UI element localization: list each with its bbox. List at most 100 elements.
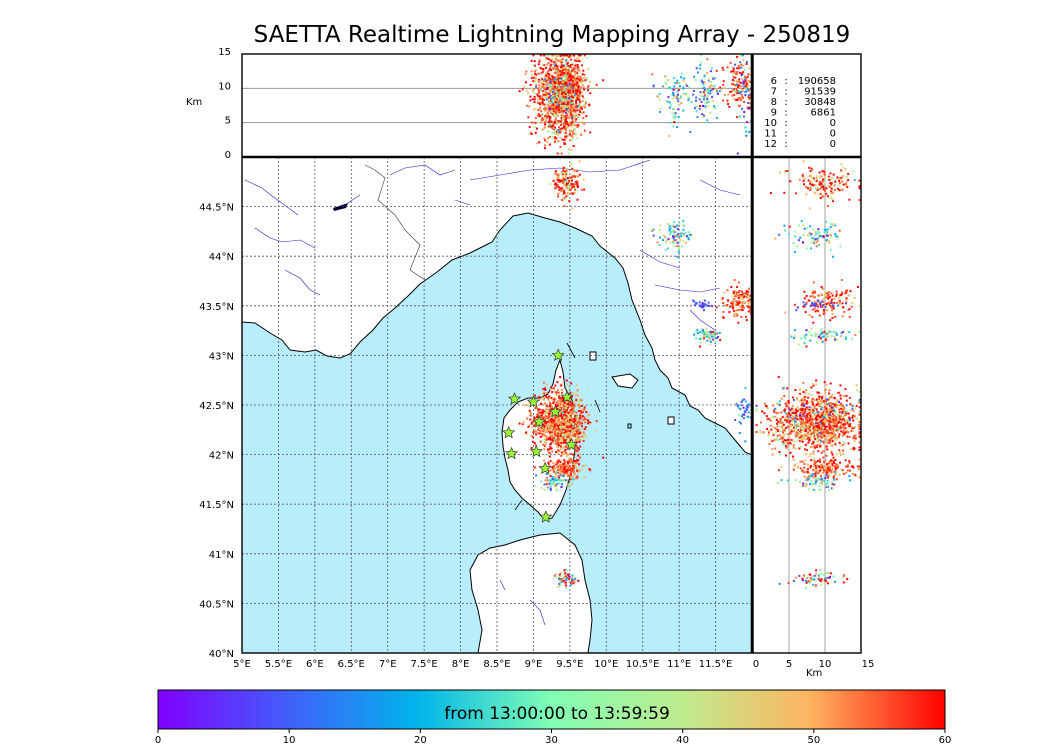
- lightning-source-map: [571, 576, 574, 579]
- lightning-source-alt-lat: [797, 418, 800, 421]
- lightning-source-map: [546, 421, 549, 424]
- lightning-source-map: [659, 224, 662, 227]
- lightning-source-map: [560, 431, 563, 434]
- lightning-source-alt-lon: [560, 101, 563, 104]
- lightning-source-map: [563, 426, 566, 429]
- lightning-source-map: [569, 582, 572, 585]
- rivers: [244, 159, 741, 626]
- lightning-source-alt-lon: [711, 96, 714, 99]
- lightning-source-map: [567, 483, 570, 486]
- lightning-source-alt-lon: [706, 99, 709, 102]
- lightning-source-alt-lon: [541, 117, 544, 120]
- lightning-source-map: [557, 417, 560, 420]
- lightning-source-alt-lon: [535, 85, 538, 88]
- lightning-source-map: [566, 411, 569, 414]
- lightning-source-alt-lon: [742, 96, 745, 99]
- lightning-source-map: [542, 410, 545, 413]
- lightning-source-alt-lon: [562, 98, 565, 101]
- lightning-source-map: [553, 390, 556, 393]
- lightning-source-alt-lat: [800, 406, 803, 409]
- lightning-source-map: [735, 402, 738, 405]
- lightning-source-alt-lat: [794, 433, 797, 436]
- lightning-source-map: [578, 469, 581, 472]
- lightning-source-alt-lat: [822, 427, 825, 430]
- lightning-source-alt-lat: [824, 406, 827, 409]
- lightning-source-alt-lon: [551, 58, 554, 61]
- lightning-source-alt-lon: [719, 86, 722, 89]
- lightning-source-alt-lon: [668, 86, 671, 89]
- lightning-source-alt-lat: [826, 439, 829, 442]
- lightning-source-alt-lat: [777, 430, 780, 433]
- lightning-source-map: [736, 300, 739, 303]
- lightning-source-alt-lon: [573, 103, 576, 106]
- lightning-source-map: [576, 432, 579, 435]
- lightning-source-map: [565, 445, 568, 448]
- lightning-source-alt-lon: [553, 96, 556, 99]
- lightning-source-map: [583, 435, 586, 438]
- lightning-source-map: [573, 392, 576, 395]
- lightning-source-alt-lon: [561, 54, 564, 57]
- lightning-source-alt-lat: [784, 408, 787, 411]
- lightning-source-alt-lon: [540, 82, 543, 85]
- lightning-source-alt-lon: [567, 73, 570, 76]
- lightning-source-alt-lon: [723, 87, 726, 90]
- lightning-source-map: [589, 421, 592, 424]
- lightning-source-map: [740, 293, 743, 296]
- lightning-source-alt-lat: [830, 444, 833, 447]
- lightning-source-map: [548, 395, 551, 398]
- lightning-source-alt-lat: [824, 425, 827, 428]
- lightning-source-alt-lon: [533, 98, 536, 101]
- lightning-source-alt-lon: [538, 58, 541, 61]
- lightning-source-alt-lat: [796, 410, 799, 413]
- lightning-source-map: [701, 302, 704, 305]
- lightning-source-map: [568, 575, 571, 578]
- lightning-source-alt-lon: [687, 86, 690, 89]
- lightning-source-map: [550, 425, 553, 428]
- lightning-source-map: [546, 430, 549, 433]
- lightning-source-map: [548, 415, 551, 418]
- lightning-source-map: [569, 177, 572, 180]
- lightning-source-map: [563, 401, 566, 404]
- lightning-source-alt-lon: [659, 107, 662, 110]
- lightning-source-map: [576, 425, 579, 428]
- lightning-source-alt-lat: [843, 418, 846, 421]
- lightning-source-alt-lon: [545, 117, 548, 120]
- lightning-source-alt-lon: [578, 96, 581, 99]
- lightning-source-alt-lon: [576, 66, 579, 69]
- lightning-source-alt-lon: [747, 73, 750, 76]
- lightning-source-alt-lat: [804, 435, 807, 438]
- lightning-source-map: [562, 176, 565, 179]
- lightning-source-map: [743, 410, 746, 413]
- lightning-source-map: [745, 290, 748, 293]
- lightning-source-alt-lon: [547, 96, 550, 99]
- lightning-source-alt-lon: [672, 91, 675, 94]
- lightning-source-alt-lon: [551, 98, 554, 101]
- lightning-source-alt-lon: [674, 115, 677, 118]
- lightning-source-map: [667, 222, 670, 225]
- lightning-source-map: [723, 304, 726, 307]
- lightning-source-map: [545, 395, 548, 398]
- lightning-source-alt-lon: [558, 110, 561, 113]
- lightning-source-alt-lon: [561, 66, 564, 69]
- lightning-source-alt-lon: [542, 85, 545, 88]
- lightning-source-map: [575, 426, 578, 429]
- lightning-source-alt-lon: [671, 108, 674, 111]
- lightning-source-alt-lon: [723, 94, 726, 97]
- lightning-source-alt-lat: [825, 402, 828, 405]
- lightning-source-map: [574, 421, 577, 424]
- lightning-source-alt-lon: [570, 95, 573, 98]
- lightning-source-alt-lon: [560, 77, 563, 80]
- lightning-source-alt-lat: [832, 424, 835, 427]
- lightning-source-alt-lat: [775, 402, 778, 405]
- lightning-source-alt-lon: [576, 84, 579, 87]
- lightning-source-alt-lat: [856, 417, 859, 420]
- lightning-source-alt-lat: [851, 427, 854, 430]
- lightning-source-map: [525, 433, 528, 436]
- lightning-source-alt-lon: [566, 87, 569, 90]
- giglio-island: [668, 417, 674, 424]
- lightning-source-alt-lon: [541, 95, 544, 98]
- lightning-source-alt-lon: [568, 71, 571, 74]
- lightning-source-alt-lat: [826, 441, 829, 444]
- lightning-source-alt-lat: [839, 397, 842, 400]
- lightning-source-map: [543, 448, 546, 451]
